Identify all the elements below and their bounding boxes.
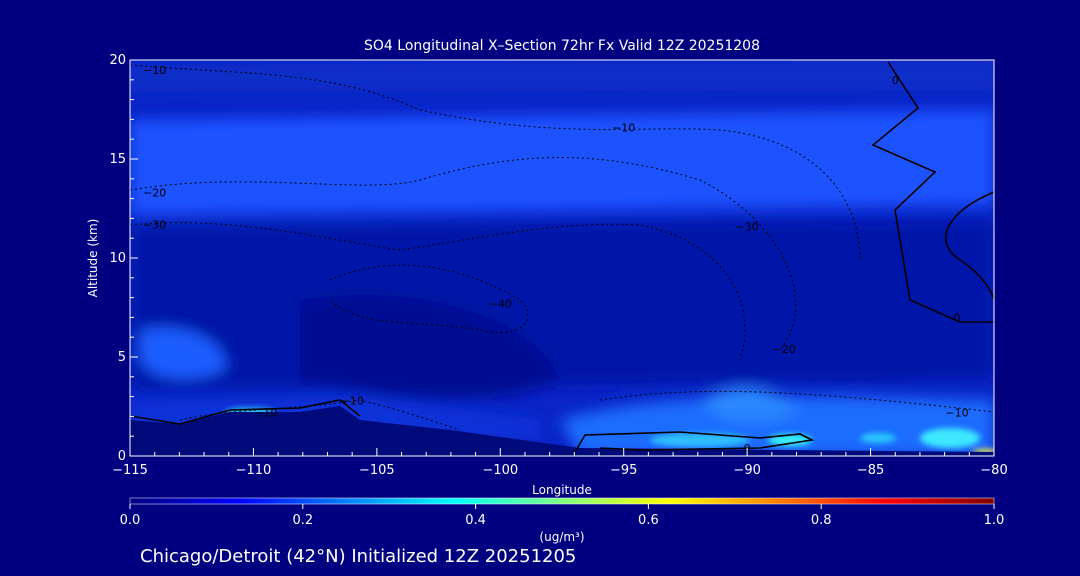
- colorbar-tick-label: 1.0: [984, 513, 1005, 528]
- contour-label: −20: [143, 187, 166, 200]
- contour-label: −10: [945, 406, 968, 419]
- contour-label: −10: [143, 64, 166, 77]
- contour-label: −10: [254, 406, 277, 419]
- contour-label: −40: [489, 298, 512, 311]
- colorbar-tick-label: 0.4: [465, 513, 486, 528]
- contour-label: −30: [143, 218, 166, 231]
- x-tick-label: −100: [482, 463, 518, 478]
- contour-label: −10: [341, 395, 364, 408]
- field-stratosphere-band: [130, 60, 994, 92]
- colorbar-tick-label: 0.6: [638, 513, 659, 528]
- plot-area: −10−10−20−30−30−40−20−10−10−10000: [130, 60, 997, 456]
- footer-caption: Chicago/Detroit (42°N) Initialized 12Z 2…: [140, 546, 576, 567]
- contour-label: −20: [773, 343, 796, 356]
- colorbar-unit: (ug/m³): [539, 530, 584, 544]
- y-tick-label: 15: [109, 152, 126, 167]
- contour-label: 0: [892, 74, 899, 87]
- field-mid-low: [130, 220, 994, 390]
- x-tick-label: −115: [112, 463, 148, 478]
- hotspot-east-2: [920, 428, 980, 448]
- x-tick-label: −85: [857, 463, 884, 478]
- contour-label: −30: [736, 220, 759, 233]
- contour-label: −10: [612, 121, 635, 134]
- colorbar-tick-label: 0.2: [292, 513, 313, 528]
- y-tick-label: 20: [109, 53, 126, 68]
- y-axis-label: Altitude (km): [86, 219, 100, 298]
- x-axis-label: Longitude: [532, 483, 592, 497]
- hotspot-central: [650, 433, 750, 447]
- x-tick-label: −110: [236, 463, 272, 478]
- x-tick-label: −105: [359, 463, 395, 478]
- field-upper-band: [130, 110, 994, 215]
- y-tick-label: 0: [118, 449, 126, 464]
- x-tick-label: −95: [610, 463, 637, 478]
- colorbar: [130, 498, 994, 504]
- y-tick-label: 10: [109, 251, 126, 266]
- colorbar-tick-label: 0.0: [120, 513, 141, 528]
- y-tick-label: 5: [118, 350, 126, 365]
- colorbar-tick-label: 0.8: [811, 513, 832, 528]
- hotspot-east-3: [860, 433, 896, 443]
- contour-label: 0: [953, 311, 960, 324]
- colorbar-ticks: 0.0 0.2 0.4 0.6 0.8 1.0: [120, 504, 1005, 528]
- chart-title: SO4 Longitudinal X–Section 72hr Fx Valid…: [364, 38, 760, 54]
- x-tick-label: −90: [733, 463, 760, 478]
- x-tick-label: −80: [980, 463, 1007, 478]
